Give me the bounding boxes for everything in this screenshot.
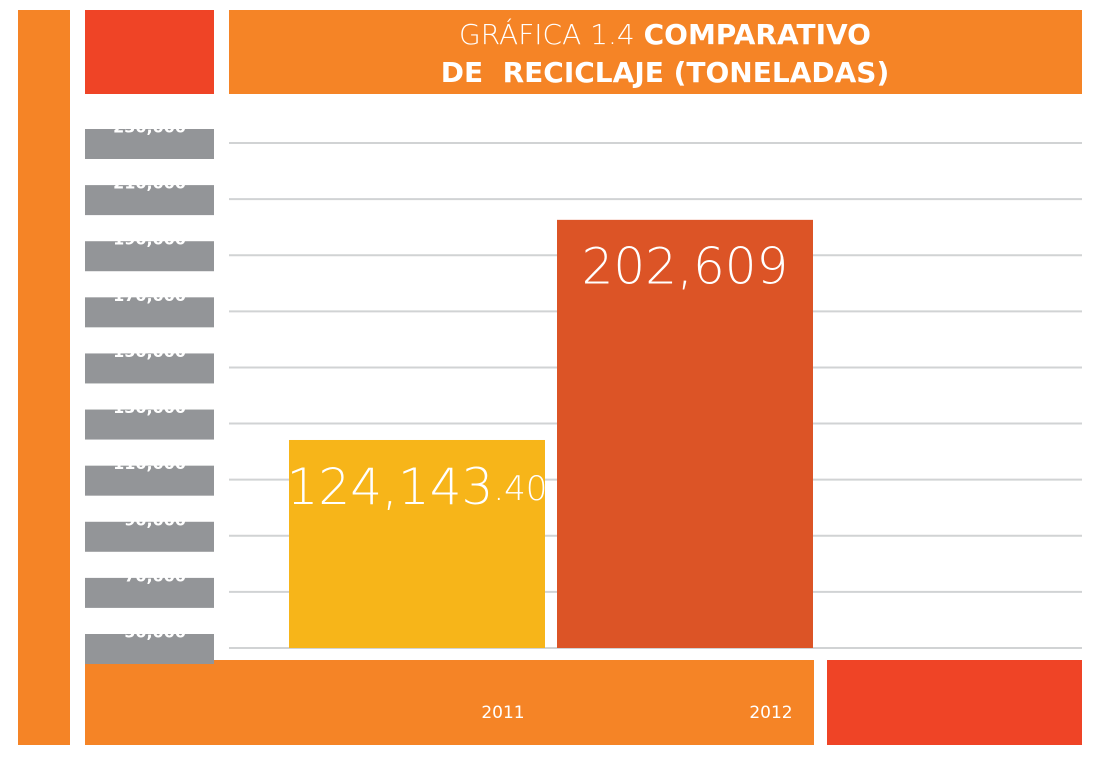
value-label: 202,609 <box>582 237 789 295</box>
y-tick-label: 70,000 <box>124 566 186 585</box>
y-tick-box <box>85 634 214 664</box>
y-tick-box <box>85 465 214 496</box>
y-tick-label: 130,000 <box>113 398 186 417</box>
y-tick-box <box>85 521 214 552</box>
y-tick-box <box>85 577 214 608</box>
bar <box>557 219 813 648</box>
corner-box <box>85 10 214 94</box>
y-tick-box <box>85 297 214 328</box>
value-label: 124,143.40 <box>287 457 548 515</box>
y-tick-box <box>85 241 214 272</box>
y-tick-label: 210,000 <box>113 174 186 193</box>
y-tick-box <box>85 409 214 440</box>
y-tick-label: 110,000 <box>113 454 186 473</box>
y-tick-box <box>85 185 214 216</box>
x-tick-label: 2012 <box>749 703 792 723</box>
chart-title: GRÁFICA 1.4 COMPARATIVO <box>459 17 871 51</box>
title-main: COMPARATIVO <box>644 18 871 51</box>
y-tick-label: 50,000 <box>124 623 186 642</box>
y-tick-label: 190,000 <box>113 230 186 249</box>
y-tick-label: 230,000 <box>113 118 186 137</box>
title-band <box>229 10 1082 94</box>
category-band <box>85 660 814 745</box>
y-tick-box <box>85 129 214 159</box>
corner-box <box>827 660 1082 745</box>
title-prefix: GRÁFICA 1.4 <box>459 17 635 51</box>
side-strip <box>18 10 70 745</box>
bar <box>289 439 545 648</box>
y-tick-box <box>85 353 214 384</box>
y-tick-label: 150,000 <box>113 342 186 361</box>
y-tick-label: 170,000 <box>113 286 186 305</box>
y-tick-label: 90,000 <box>124 510 186 529</box>
title-line: DE RECICLAJE (TONELADAS) <box>441 56 890 89</box>
x-tick-label: 2011 <box>481 703 524 723</box>
